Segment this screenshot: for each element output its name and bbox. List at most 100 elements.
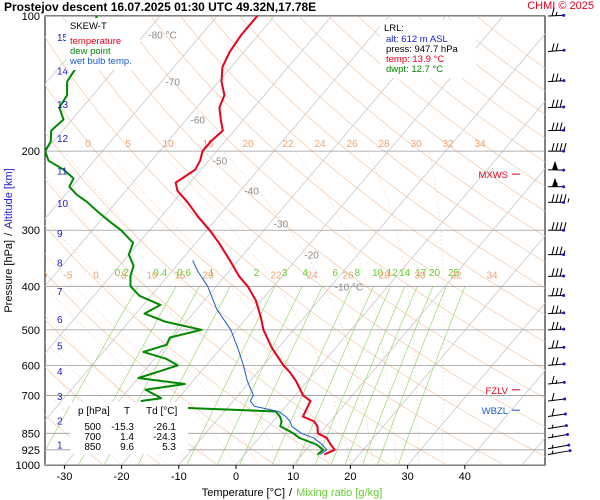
dry-adiabat-line: [150, 16, 545, 343]
wind-barb-full: [555, 287, 559, 296]
dry-adiabat-label: 0: [85, 139, 91, 150]
dry-adiabat-label: 22: [282, 139, 294, 150]
mixing-ratio-label: 14: [399, 268, 411, 279]
mixing-ratio-line: [186, 286, 276, 465]
isotherm-line: [45, 16, 275, 287]
isotherm-label: -40: [244, 187, 259, 198]
wind-barb-full: [551, 287, 555, 296]
pressure-tick-label: 300: [22, 225, 40, 237]
wind-barb-dot: [562, 345, 566, 349]
wind-barb-dot: [562, 327, 566, 331]
wind-barb-full: [559, 99, 563, 108]
wind-barb: [547, 392, 567, 402]
pressure-tick-label: 500: [22, 325, 40, 337]
wind-barb-full: [551, 375, 555, 385]
saturated-adiabat-label: 20: [202, 270, 214, 281]
table-cell: 5.3: [162, 442, 176, 453]
table-cell: -26.1: [153, 422, 176, 433]
wind-barb-dot: [563, 412, 567, 416]
chart-title: Prostejov descent 16.07.2025 01:30 UTC 4…: [4, 0, 317, 14]
wind-barb-half: [555, 11, 558, 17]
dry-adiabat-line: [45, 225, 334, 465]
wind-barb: [547, 7, 566, 17]
altitude-tick-label: 12: [57, 134, 69, 145]
copyright-label: CHMI © 2025: [527, 0, 594, 12]
wind-barb: [547, 305, 566, 315]
wind-barb-full: [559, 268, 563, 277]
dry-adiabat-line: [45, 178, 391, 465]
wind-barb-dot: [562, 228, 566, 232]
pressure-tick-label: 925: [22, 445, 40, 457]
wind-barb: [547, 73, 566, 83]
legend-item: dew point: [70, 46, 111, 57]
wind-barb-dot: [562, 105, 566, 109]
mixing-ratio-line: [330, 286, 406, 465]
wind-barb: [547, 408, 567, 418]
wind-barb: [548, 143, 567, 153]
wind-barb-staff: [547, 433, 568, 439]
wind-barb-dot: [568, 449, 572, 453]
mixing-ratio-label: 1: [209, 268, 215, 279]
mixing-ratio-line: [271, 286, 353, 465]
legend-box: [66, 18, 140, 70]
dry-adiabat-line: [45, 272, 276, 465]
pressure-tick-label: 1000: [16, 460, 40, 472]
wind-barb: [547, 99, 566, 109]
isotherm-label: -70: [165, 78, 180, 89]
altitude-tick-label: 9: [57, 229, 63, 240]
mixing-ratio-label: 8: [354, 268, 360, 279]
wind-barb-half: [551, 450, 554, 455]
altitude-tick-label: 11: [57, 167, 68, 178]
dry-adiabat-line: [268, 16, 545, 237]
mxws-marker: MXWS: [478, 170, 508, 181]
saturated-adiabat-label: -10: [33, 270, 48, 281]
table-cell: 500: [84, 422, 101, 433]
wind-barb-full: [563, 143, 567, 152]
isotherm-line: [45, 16, 104, 85]
wind-barb-full: [551, 99, 555, 108]
dry-adiabat-label: 26: [346, 139, 358, 150]
wind-barb-full: [551, 43, 555, 52]
isotherm-label: -60: [190, 115, 205, 126]
wind-barb-dot: [567, 443, 571, 447]
wind-barb-full: [551, 222, 555, 231]
mixing-ratio-line: [295, 286, 374, 465]
lrl-line: press: 947.7 hPa: [386, 44, 459, 55]
wind-barb-pennant: [552, 177, 558, 187]
isotherm-line: [178, 33, 545, 465]
table-cell: 1.4: [120, 432, 134, 443]
wind-barb-pennant: [552, 160, 558, 170]
wind-barb-dot: [562, 362, 566, 366]
mixing-ratio-label: 20: [429, 268, 441, 279]
wind-barb: [547, 449, 572, 456]
lrl-line: alt: 612 m ASL: [386, 34, 448, 45]
legend-title: SKEW-T: [70, 21, 107, 32]
wind-barb-full: [551, 392, 555, 402]
wind-barb-staff: [547, 425, 567, 430]
wind-barb-half: [551, 433, 554, 438]
table-cell: 700: [84, 432, 101, 443]
altitude-tick-label: 1: [57, 441, 63, 452]
wind-barbs: [547, 7, 572, 456]
wind-barb: [547, 424, 568, 430]
mixing-ratio-line: [377, 286, 447, 465]
saturated-adiabat-label: 24: [306, 270, 318, 281]
isotherm-line: [349, 235, 545, 465]
wind-barb-staff: [547, 398, 565, 402]
wind-barb-dot: [562, 200, 566, 204]
mixing-ratio-label: 4: [302, 268, 308, 279]
altitude-tick-label: 14: [57, 67, 69, 78]
altitude-tick-label: 15: [57, 33, 69, 44]
altitude-tick-label: 8: [57, 259, 63, 270]
table-header: T: [124, 406, 130, 417]
mixing-ratio-label: 0.2: [115, 268, 129, 279]
wind-barb-full: [551, 305, 555, 314]
pressure-tick-label: 600: [22, 360, 40, 372]
wind-barb-full: [563, 222, 567, 231]
table-header: Td [°C]: [146, 406, 177, 417]
wind-barb-full: [551, 194, 555, 203]
wind-barb-full: [559, 246, 563, 255]
wind-barb: [547, 160, 566, 172]
isotherm-line: [235, 100, 545, 465]
saturated-adiabat-label: 32: [450, 270, 462, 281]
